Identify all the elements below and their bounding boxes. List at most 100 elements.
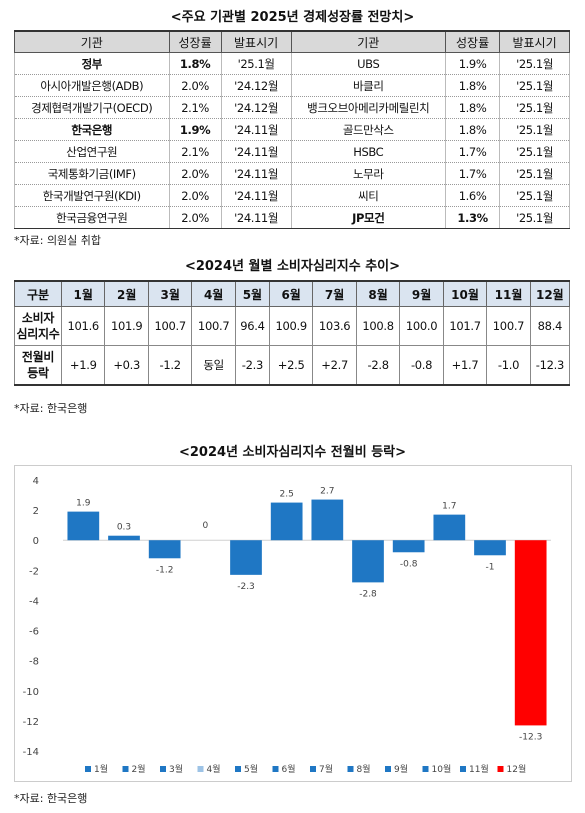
table-cell-rate: 1.8% [445,74,501,97]
sentiment-value-cell: 101.9 [104,306,149,346]
y-tick-label: -8 [29,657,39,668]
legend-label: 1월 [94,763,108,775]
table-row: 경제협력개발기구(OECD) 2.1% '24.12월 뱅크오브아메리카메릴린치 1.8… [14,96,570,119]
table-cell-date: '25.1월 [499,52,570,75]
bar-7 [311,499,344,541]
table-cell-org: 한국금융연구원 [14,206,170,229]
table-row: 한국은행 1.9% '24.11월 골드만삭스 1.8% '25.1월 [14,118,570,141]
legend-swatch [122,766,129,772]
legend-label: 11월 [469,763,489,775]
table-cell-rate: 2.0% [168,74,222,97]
section1-title: <주요 기관별 2025년 경제성장률 전망치> [170,10,415,25]
change-value-cell: -1.0 [486,345,531,386]
y-tick-label: -14 [23,747,39,758]
legend-label: 4월 [207,763,221,775]
data-label: 1.7 [442,502,456,512]
month-header: 1월 [60,280,106,307]
bar-6 [270,502,303,541]
source-note: *자료: 한국은행 [14,792,88,805]
change-value-cell: -12.3 [529,345,571,386]
table-cell-org: 한국은행 [14,118,170,141]
y-tick-label: 4 [33,476,39,487]
sentiment-value-cell: 96.4 [234,306,270,346]
change-value-cell: -2.8 [355,345,401,386]
table-cell-date: '25.1월 [499,206,570,229]
sentiment-value-cell: 88.4 [529,306,571,346]
y-tick-label: -4 [29,596,39,607]
col-header: 발표시기 [220,30,292,53]
table-cell-date: '25.1월 [499,118,570,141]
table-cell-date: '25.1월 [499,184,570,207]
section2-title: <2024년 월별 소비자심리지수 추이> [184,259,401,274]
table-header-row: 기관 성장률 발표시기 기관 성장률 발표시기 [14,30,570,53]
y-tick-label: -10 [23,687,39,698]
table-cell-rate: 1.6% [445,184,501,207]
legend-swatch [497,766,504,772]
section3-title: <2024년 소비자심리지수 전월비 등락> [178,445,407,460]
sentiment-value-cell: 101.7 [442,306,488,346]
table-cell-org: 아시아개발은행(ADB) [14,74,170,97]
table-cell-date: '24.11월 [220,140,292,163]
table-cell-org: 씨티 [290,184,447,207]
month-header: 6월 [268,280,314,307]
sentiment-value-cell: 100.7 [147,306,193,346]
table-cell-org: 노무라 [290,162,447,185]
bar-3 [148,540,181,559]
data-label: 0 [202,521,208,531]
legend-label: 6월 [282,763,296,775]
change-value-cell: +1.9 [60,345,106,386]
legend-label: 10월 [432,763,452,775]
bar-9 [392,540,425,553]
change-value-cell: -1.2 [147,345,193,386]
table-row: 산업연구원 2.1% '24.11월 HSBC 1.7% '25.1월 [14,140,570,163]
bar-2 [108,535,140,541]
sentiment-value-cell: 100.9 [268,306,314,346]
table-cell-date: '24.11월 [220,118,292,141]
bar-1 [67,511,100,541]
data-label: 2.7 [320,487,334,497]
legend-label: 12월 [507,763,527,775]
y-tick-label: 2 [33,506,39,517]
consumer-sentiment-table: 구분 1월 2월 3월 4월 5월 6월 7월 8월 9월 10월 11월 12월 소비자 심리지수 1… [14,280,571,386]
data-label: -2.3 [237,582,255,592]
table-cell-org: 골드만삭스 [290,118,447,141]
table-cell-rate: 1.8% [168,52,222,75]
legend-label: 3월 [169,763,183,775]
table-cell-rate: 1.8% [445,96,501,119]
data-label: -12.3 [519,732,542,742]
month-header: 10월 [442,280,488,307]
table-cell-org: 정부 [14,52,170,75]
legend-label: 9월 [394,763,408,775]
growth-forecast-table: 기관 성장률 발표시기 기관 성장률 발표시기 정부 1.8% '25.1월 UBS 1… [14,30,570,229]
y-tick-label: -12 [23,717,39,728]
month-header: 5월 [234,280,270,307]
table-cell-date: '25.1월 [499,96,570,119]
sentiment-value-cell: 100.7 [191,306,236,346]
table-cell-rate: 1.3% [445,206,501,229]
col-header: 성장률 [445,30,501,53]
table-cell-rate: 2.0% [168,206,222,229]
table-row: 국제통화기금(IMF) 2.0% '24.11월 노무라 1.7% '25.1월 [14,162,570,185]
table-cell-rate: 2.0% [168,162,222,185]
table-cell-rate: 1.7% [445,162,501,185]
table-row: 아시아개발은행(ADB) 2.0% '24.12월 바클리 1.8% '25.1월 [14,74,570,97]
data-label: 1.9 [76,499,91,509]
data-label: 0.3 [117,523,131,533]
data-label: -1 [486,562,495,572]
legend-swatch [385,766,391,772]
legend-swatch [310,766,316,772]
month-header: 2월 [104,280,149,307]
col-header: 기관 [14,30,170,53]
legend-swatch [197,766,204,772]
data-label: -0.8 [400,559,418,569]
legend-label: 8월 [357,763,371,775]
month-header: 12월 [529,280,571,307]
row-header: 전월비 등락 [14,345,62,386]
sentiment-value-cell: 100.8 [355,306,401,346]
change-value-cell: +2.5 [268,345,314,386]
table-cell-org: 바클리 [290,74,447,97]
bar-5 [230,540,262,575]
bar-10 [433,514,466,541]
table-cell-rate: 1.7% [445,140,501,163]
legend-swatch [235,766,241,772]
